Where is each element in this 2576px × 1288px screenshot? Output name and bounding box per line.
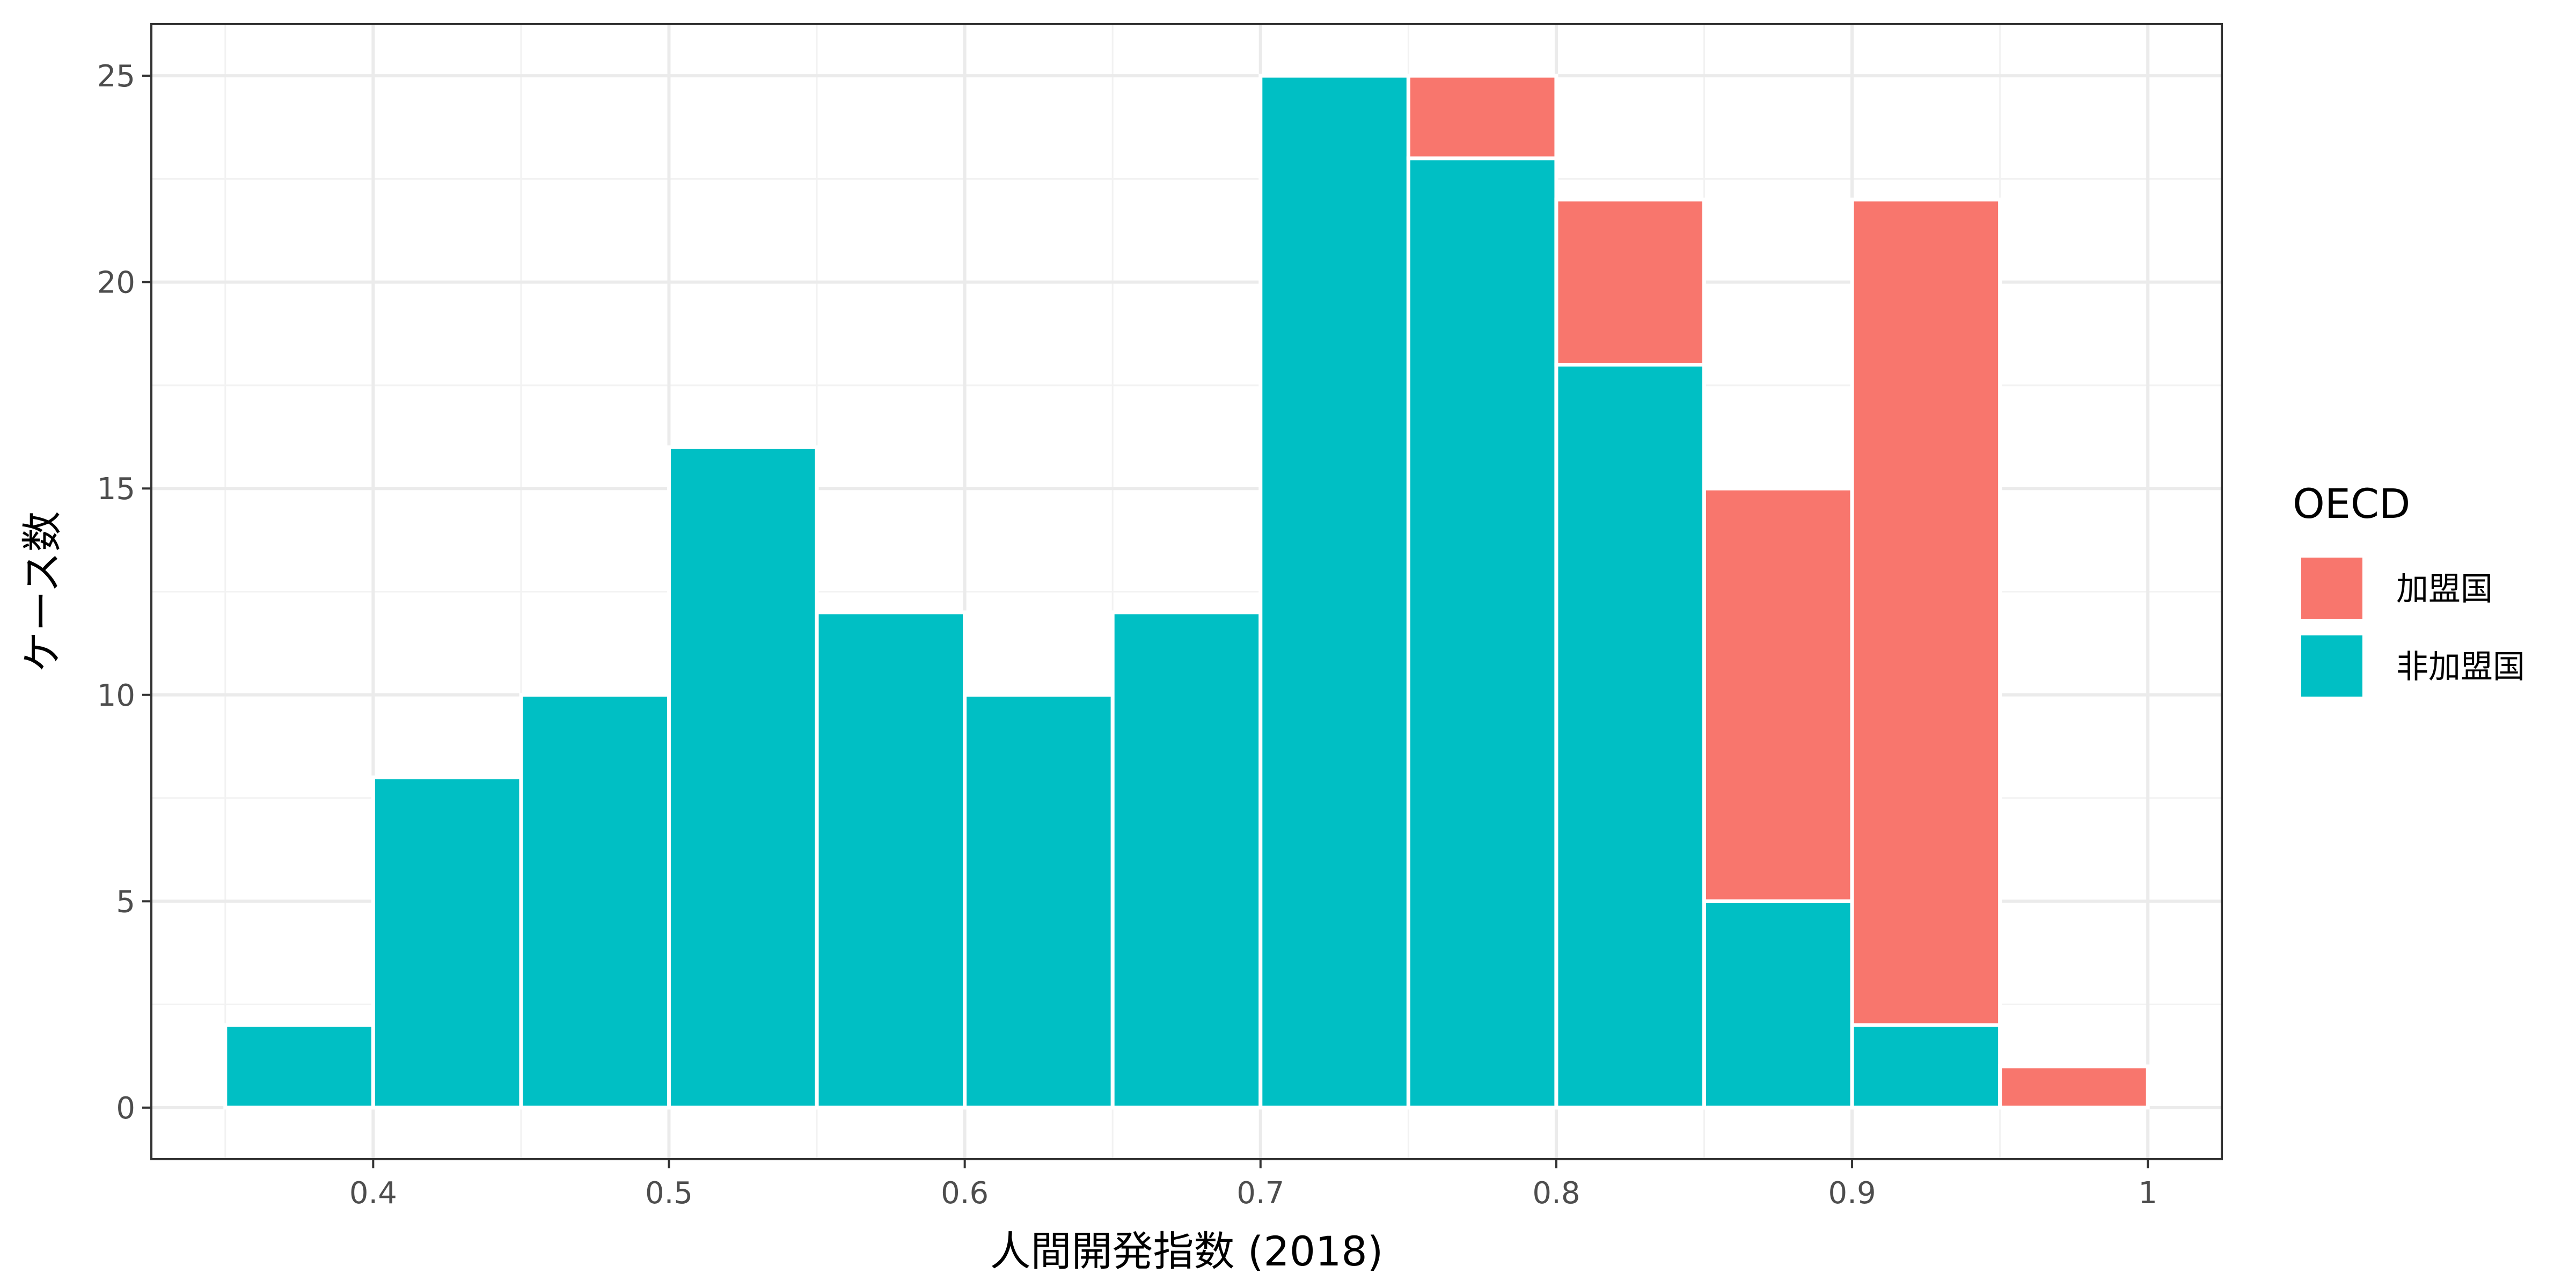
- histogram-bar: [1110, 610, 1263, 1110]
- x-tick-label: 0.9: [1828, 1176, 1876, 1211]
- histogram-bar: [1554, 363, 1706, 1110]
- histogram-bar: [519, 693, 671, 1110]
- x-tick-label: 0.7: [1236, 1176, 1284, 1211]
- y-axis: 0 5 10 15 20 25: [97, 59, 151, 1126]
- legend-label: 加盟国: [2396, 570, 2493, 608]
- x-axis-title: 人間開発指数 (2018): [990, 1227, 1384, 1275]
- panel-border: [150, 23, 2223, 1160]
- x-tick-label: 0.6: [941, 1176, 989, 1211]
- histogram-bar: [371, 775, 523, 1110]
- histogram-bar: [1998, 1064, 2150, 1110]
- y-tick-label: 15: [97, 472, 135, 507]
- histogram-bar: [223, 1023, 375, 1110]
- x-tick-label: 0.8: [1532, 1176, 1580, 1211]
- histogram-bar: [667, 445, 819, 1110]
- y-tick-label: 10: [97, 678, 135, 713]
- y-tick-label: 25: [97, 59, 135, 94]
- bars: [223, 74, 2150, 1110]
- y-tick-label: 5: [116, 884, 135, 919]
- y-tick-label: 0: [116, 1091, 135, 1126]
- histogram-bar: [1258, 74, 1410, 1110]
- legend-title: OECD: [2293, 480, 2410, 528]
- x-axis: 0.4 0.5 0.6 0.7 0.8 0.9 1: [349, 1159, 2157, 1211]
- y-tick-label: 20: [97, 266, 135, 301]
- histogram-bar: [1406, 74, 1558, 160]
- histogram-bar: [815, 610, 967, 1110]
- x-tick-label: 0.4: [349, 1176, 397, 1211]
- x-tick-label: 1: [2138, 1176, 2157, 1211]
- legend-key: [2298, 632, 2366, 700]
- histogram-bar: [1406, 156, 1558, 1110]
- histogram-bar: [1554, 197, 1706, 367]
- y-axis-title: ケース数: [18, 511, 66, 672]
- x-tick-label: 0.5: [645, 1176, 693, 1211]
- histogram-bar: [1702, 486, 1854, 903]
- histogram-bar: [1702, 899, 1854, 1110]
- legend-label: 非加盟国: [2396, 648, 2525, 686]
- histogram-bar: [963, 693, 1115, 1110]
- histogram-bar: [1850, 1023, 2002, 1110]
- legend-key: [2298, 554, 2366, 622]
- histogram-bar: [1850, 197, 2002, 1027]
